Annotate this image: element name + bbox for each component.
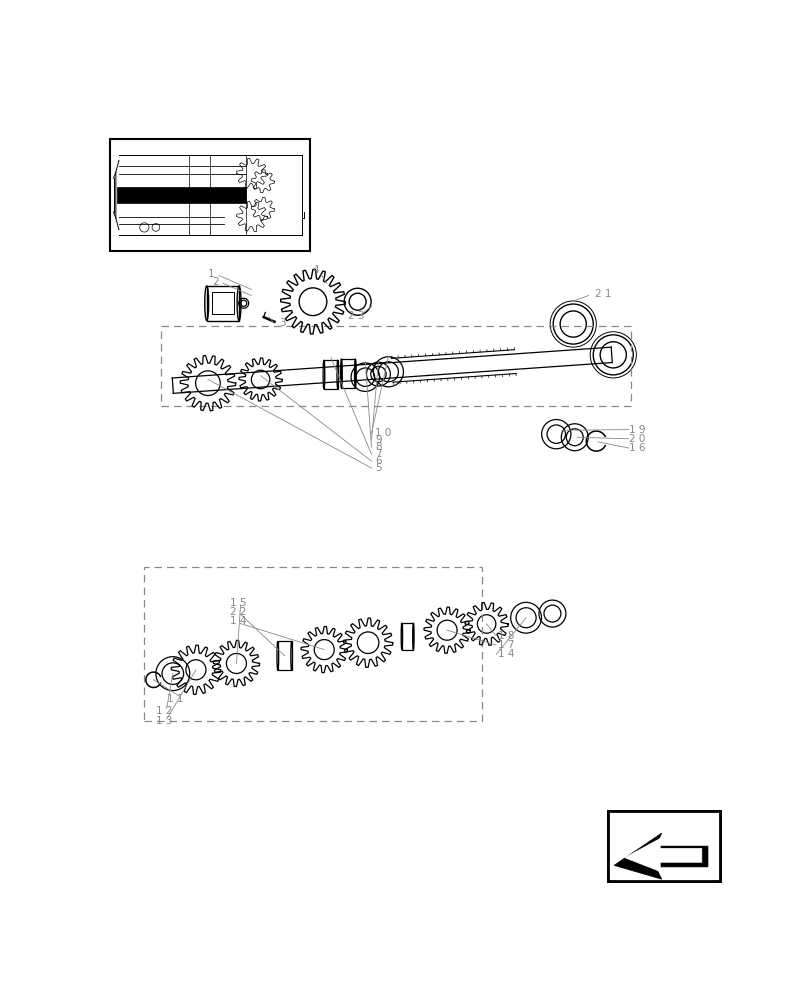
Text: 6: 6 [375,456,381,466]
Text: 1 8: 1 8 [497,631,513,641]
Text: 5: 5 [375,463,381,473]
Text: 4: 4 [311,265,318,275]
Text: 1 5: 1 5 [230,598,246,608]
Bar [109,139,310,251]
Text: 1 2: 1 2 [156,706,172,716]
Bar [144,567,482,721]
Bar [401,623,413,650]
Text: 2 1: 2 1 [594,289,611,299]
Bar [161,326,630,406]
Text: 8: 8 [375,442,381,452]
Text: 1 9: 1 9 [628,425,645,435]
Text: 1 7: 1 7 [497,640,513,650]
Text: 9: 9 [375,435,381,445]
Bar [277,641,291,670]
Bar [207,286,238,321]
Text: 7: 7 [375,449,381,459]
Bar [607,811,719,881]
Polygon shape [624,838,701,872]
Text: 2: 2 [212,277,218,287]
Polygon shape [613,833,707,879]
Text: 1 4: 1 4 [497,649,513,659]
Bar [118,187,246,203]
Text: 2 3: 2 3 [347,311,364,321]
Bar [324,360,337,389]
Text: 2 2: 2 2 [230,607,246,617]
Text: 1 0: 1 0 [375,428,391,438]
Text: 1 3: 1 3 [156,716,172,726]
Bar [341,359,355,388]
Bar [607,811,719,881]
Bar [607,811,719,881]
Text: 1 1: 1 1 [166,694,183,704]
Text: 2 0: 2 0 [628,434,644,444]
Text: 3: 3 [279,318,285,328]
Text: 1 6: 1 6 [628,443,645,453]
Text: 1: 1 [208,269,214,279]
Text: 1 4: 1 4 [230,616,246,626]
Bar [212,292,234,314]
